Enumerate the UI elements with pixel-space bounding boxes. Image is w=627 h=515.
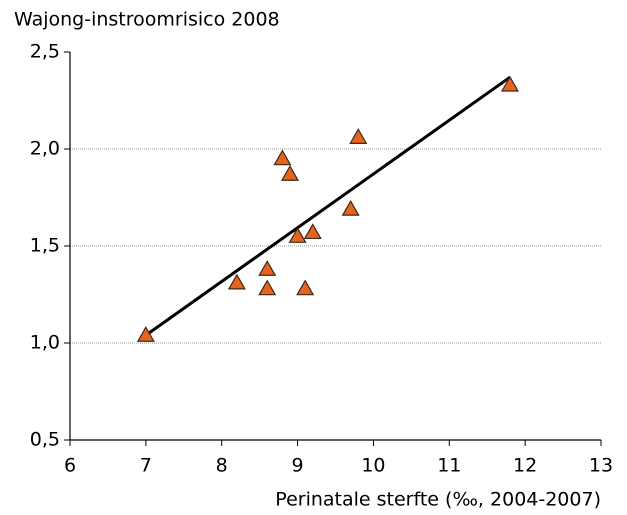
x-tick-label: 10 (361, 455, 385, 477)
data-point (258, 279, 277, 296)
x-tick-label: 6 (64, 455, 76, 477)
data-point (136, 326, 155, 342)
data-point (296, 279, 315, 296)
data-point (341, 199, 360, 216)
x-tick-label: 12 (513, 455, 537, 477)
x-tick-label: 7 (140, 455, 152, 477)
chart-title: Wajong-instroomrisico 2008 (14, 9, 280, 31)
data-point (227, 273, 246, 290)
data-point (288, 227, 307, 243)
trend-line (144, 75, 511, 337)
data-point (303, 223, 322, 240)
data-point (273, 149, 292, 166)
data-point (349, 128, 368, 144)
x-tick-label: 9 (292, 455, 304, 477)
x-tick-label: 13 (589, 455, 613, 477)
y-tick-label: 2,5 (30, 41, 60, 63)
x-tick-label: 11 (437, 455, 461, 477)
data-point (258, 260, 277, 276)
y-tick-label: 1,0 (30, 332, 60, 354)
data-point (280, 165, 300, 181)
y-tick-label: 2,0 (30, 138, 60, 160)
y-tick-label: 0,5 (30, 429, 60, 451)
x-axis-label: Perinatale sterfte (‰, 2004-2007) (275, 489, 601, 511)
y-tick-label: 1,5 (30, 235, 60, 257)
x-tick-label: 8 (216, 455, 228, 477)
data-point (500, 75, 520, 92)
